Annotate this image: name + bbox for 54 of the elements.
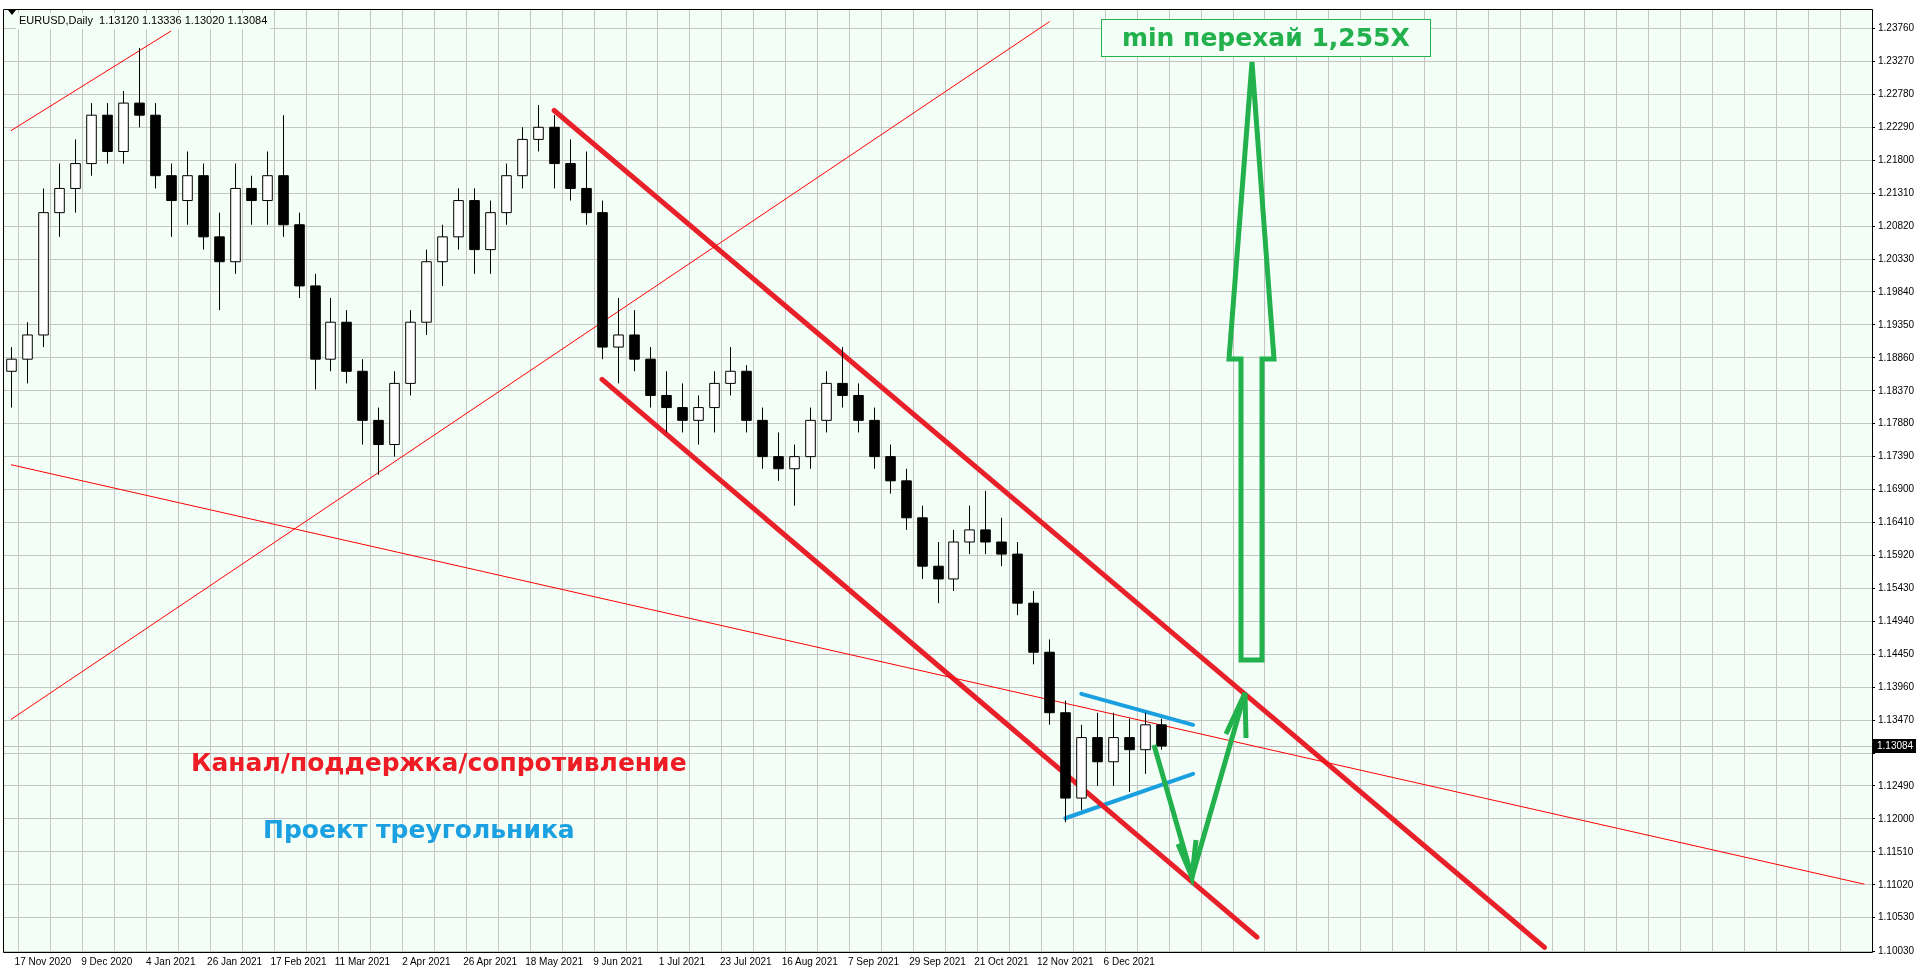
x-tick-label: 23 Jul 2021 xyxy=(719,955,773,967)
x-tick-label: 16 Aug 2021 xyxy=(781,955,839,967)
y-tick-label: 1.20330 xyxy=(1878,252,1915,264)
y-tick-label: 1.11020 xyxy=(1878,878,1914,890)
candlestick xyxy=(693,394,704,446)
x-tick-label: 17 Feb 2021 xyxy=(270,955,328,967)
x-tick-label: 2 Apr 2021 xyxy=(402,955,451,967)
annotation: min перехай 1,255X xyxy=(1101,19,1431,57)
x-tick-label: 4 Jan 2021 xyxy=(145,955,196,967)
y-tick-label: 1.21800 xyxy=(1878,153,1915,165)
y-tick-label: 1.20820 xyxy=(1878,219,1915,231)
y-tick-label: 1.23760 xyxy=(1878,22,1915,34)
y-tick-label: 1.21310 xyxy=(1878,186,1915,198)
candlestick xyxy=(1156,718,1167,751)
y-tick-label: 1.22290 xyxy=(1878,121,1915,133)
x-tick-label: 1 Jul 2021 xyxy=(658,955,706,967)
y-tick-label: 1.22780 xyxy=(1878,88,1915,100)
x-tick-label: 9 Jun 2021 xyxy=(593,955,644,967)
y-tick-label: 1.14450 xyxy=(1878,648,1915,659)
x-tick-label: 12 Nov 2021 xyxy=(1036,955,1095,967)
y-tick-label: 1.12000 xyxy=(1878,812,1915,824)
y-tick-label: 1.17390 xyxy=(1878,450,1915,462)
y-tick-label: 1.13470 xyxy=(1878,713,1915,725)
y-tick-label: 1.10530 xyxy=(1878,911,1915,923)
x-tick-label: 7 Sep 2021 xyxy=(848,955,900,967)
ref-line-label: 1.13084 xyxy=(1877,739,1914,751)
y-tick-label: 1.16410 xyxy=(1878,516,1915,528)
y-tick-label: 1.18860 xyxy=(1878,351,1915,363)
candlestick xyxy=(677,382,688,433)
y-tick-label: 1.10030 xyxy=(1878,945,1915,957)
chart-title: EURUSD,Daily 1.13120 1.13336 1.13020 1.13084 xyxy=(19,14,268,27)
x-tick-label: 29 Sep 2021 xyxy=(909,955,967,967)
y-tick-label: 1.16900 xyxy=(1878,483,1915,495)
x-tick-label: 9 Dec 2020 xyxy=(81,955,133,967)
annotation: Канал/поддержка/сопротивление xyxy=(191,748,687,778)
y-tick-label: 1.19840 xyxy=(1878,285,1915,297)
x-tick-label: 17 Nov 2020 xyxy=(14,955,72,967)
x-tick-label: 26 Apr 2021 xyxy=(463,955,518,967)
y-tick-label: 1.12490 xyxy=(1878,779,1915,791)
y-tick-label: 1.11510 xyxy=(1878,845,1914,857)
y-tick-label: 1.17880 xyxy=(1878,417,1915,429)
y-tick-label: 1.15920 xyxy=(1878,549,1915,561)
x-tick-label: 21 Oct 2021 xyxy=(974,955,1030,967)
y-tick-label: 1.23270 xyxy=(1878,55,1915,67)
x-tick-label: 6 Dec 2021 xyxy=(1103,955,1156,967)
y-tick-label: 1.15430 xyxy=(1878,582,1915,594)
x-tick-label: 11 Mar 2021 xyxy=(334,955,391,967)
y-tick-label: 1.14940 xyxy=(1878,615,1915,627)
y-tick-label: 1.18370 xyxy=(1878,384,1915,396)
x-tick-label: 18 May 2021 xyxy=(525,955,584,967)
x-tick-label: 26 Jan 2021 xyxy=(207,955,263,967)
y-tick-label: 1.13960 xyxy=(1878,680,1915,692)
annotation: Проект треугольника xyxy=(263,815,575,845)
y-tick-label: 1.19350 xyxy=(1878,318,1915,330)
